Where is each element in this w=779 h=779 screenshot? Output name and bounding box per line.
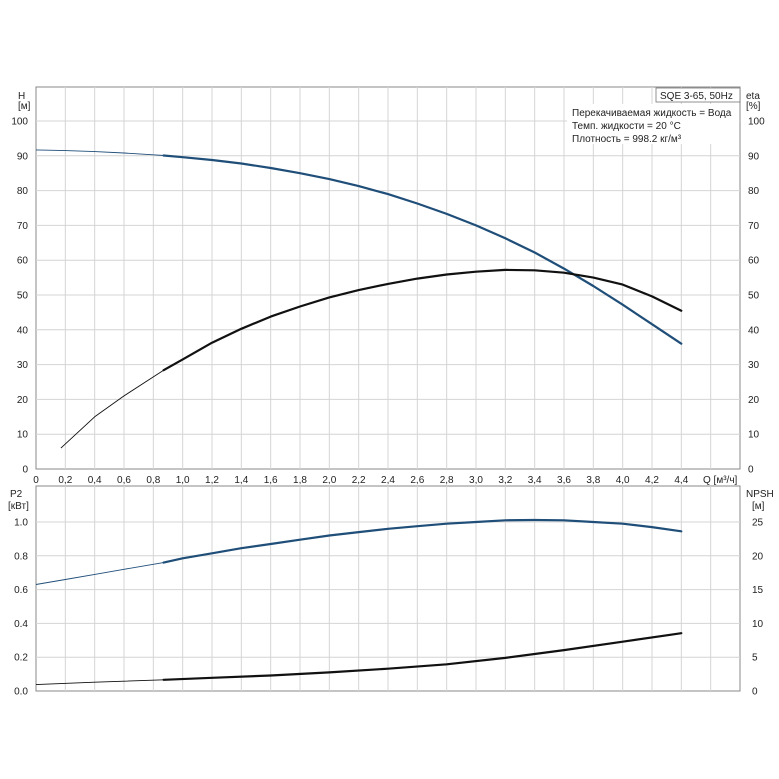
top-right-ytick-label: 50 bbox=[748, 291, 760, 302]
top-left-ylabel-name: H bbox=[18, 91, 25, 102]
top-left-ytick-label: 40 bbox=[17, 325, 29, 336]
x-tick-label: 3,0 bbox=[469, 475, 483, 486]
npsh-curve bbox=[162, 632, 683, 681]
x-tick-label: 1,0 bbox=[176, 475, 190, 486]
x-tick-label: 2,2 bbox=[352, 475, 366, 486]
top-left-ytick-label: 90 bbox=[17, 151, 29, 162]
x-tick-label: 0 bbox=[33, 475, 39, 486]
bottom-right-ytick-label: 5 bbox=[752, 653, 758, 664]
top-left-ytick-label: 0 bbox=[22, 465, 28, 476]
efficiency-curve-thin bbox=[60, 369, 164, 449]
top-right-ytick-label: 100 bbox=[748, 117, 765, 128]
top-left-ytick-label: 80 bbox=[17, 186, 29, 197]
bottom-right-ytick-label: 15 bbox=[752, 585, 764, 596]
top-right-ytick-label: 10 bbox=[748, 430, 760, 441]
x-tick-label: 4,0 bbox=[616, 475, 630, 486]
x-tick-label: 0,2 bbox=[58, 475, 72, 486]
bottom-right-ytick-label: 10 bbox=[752, 619, 764, 630]
head-curve bbox=[162, 154, 683, 345]
top-left-ytick-label: 20 bbox=[17, 395, 29, 406]
bottom-right-ytick-label: 20 bbox=[752, 551, 764, 562]
x-tick-label: 0,6 bbox=[117, 475, 131, 486]
legend-density: Плотность = 998.2 кг/м³ bbox=[572, 134, 682, 145]
x-tick-label: 3,4 bbox=[528, 475, 542, 486]
bottom-plot-grid: 0.0 0.2 0.4 0.6 0.8 1.0 0 5 10 15 20 25 bbox=[14, 485, 764, 698]
top-right-ytick-label: 80 bbox=[748, 186, 760, 197]
x-tick-label: 2,0 bbox=[322, 475, 336, 486]
npsh-curve-thin bbox=[35, 679, 164, 686]
x-tick-label: 2,8 bbox=[440, 475, 454, 486]
x-tick-label: 1,8 bbox=[293, 475, 307, 486]
bottom-left-ylabel-name: P2 bbox=[10, 489, 23, 500]
top-right-ytick-label: 60 bbox=[748, 256, 760, 267]
bottom-left-ytick-label: 0.6 bbox=[14, 585, 28, 596]
bottom-left-ytick-label: 1.0 bbox=[14, 518, 28, 529]
efficiency-curve bbox=[162, 268, 683, 372]
bottom-left-ytick-label: 0.0 bbox=[14, 687, 28, 698]
power-p2-curve-thin bbox=[35, 562, 164, 585]
x-tick-label: 0,8 bbox=[146, 475, 160, 486]
x-tick-label: 3,6 bbox=[557, 475, 571, 486]
power-p2-curve bbox=[162, 518, 683, 564]
bottom-left-ytick-label: 0.2 bbox=[14, 653, 28, 664]
x-axis-label: Q [м³/ч] bbox=[703, 475, 738, 486]
top-right-ytick-label: 30 bbox=[748, 360, 760, 371]
x-tick-label: 1,6 bbox=[264, 475, 278, 486]
bottom-left-ylabel-unit: [кВт] bbox=[8, 501, 29, 512]
top-left-ylabel-unit: [м] bbox=[18, 101, 31, 112]
legend-title-frame bbox=[655, 87, 741, 103]
bottom-right-ylabel-name: NPSH bbox=[746, 489, 774, 500]
x-tick-label: 0,4 bbox=[88, 475, 102, 486]
top-right-ylabel-unit: [%] bbox=[746, 101, 761, 112]
top-right-ytick-label: 90 bbox=[748, 151, 760, 162]
bottom-right-ytick-label: 0 bbox=[752, 687, 758, 698]
top-right-ytick-label: 40 bbox=[748, 325, 760, 336]
top-right-ytick-label: 0 bbox=[748, 465, 754, 476]
x-tick-label: 4,2 bbox=[645, 475, 659, 486]
legend-temperature: Темп. жидкости = 20 °C bbox=[572, 121, 681, 132]
axis-labels: H [м] eta [%] Q [м³/ч] P2 [кВт] NPSH [м] bbox=[8, 91, 774, 512]
top-left-ytick-label: 30 bbox=[17, 360, 29, 371]
x-tick-label: 3,8 bbox=[586, 475, 600, 486]
head-curve-thin bbox=[35, 149, 164, 156]
bottom-right-ytick-label: 25 bbox=[752, 518, 764, 529]
bottom-left-ytick-label: 0.4 bbox=[14, 619, 28, 630]
top-left-ytick-label: 10 bbox=[17, 430, 29, 441]
top-left-ytick-label: 60 bbox=[17, 256, 29, 267]
bottom-left-ytick-label: 0.8 bbox=[14, 551, 28, 562]
bottom-right-ylabel-unit: [м] bbox=[752, 501, 765, 512]
x-tick-label: 3,2 bbox=[498, 475, 512, 486]
x-tick-label: 2,4 bbox=[381, 475, 395, 486]
top-right-ytick-label: 20 bbox=[748, 395, 760, 406]
top-right-ylabel-name: eta bbox=[746, 91, 760, 102]
legend-liquid: Перекачиваемая жидкость = Вода bbox=[572, 108, 732, 119]
top-left-ytick-label: 70 bbox=[17, 221, 29, 232]
legend-title: SQE 3-65, 50Hz bbox=[660, 91, 733, 102]
top-plot-series bbox=[35, 149, 683, 449]
top-right-ytick-label: 70 bbox=[748, 221, 760, 232]
legend-box: SQE 3-65, 50Hz Перекачиваемая жидкость =… bbox=[567, 87, 741, 145]
x-tick-label: 2,6 bbox=[410, 475, 424, 486]
top-left-ytick-label: 100 bbox=[11, 117, 28, 128]
x-tick-label: 4,4 bbox=[674, 475, 688, 486]
bottom-plot-series bbox=[35, 518, 683, 686]
legend-text-backdrop bbox=[567, 104, 739, 144]
x-tick-label: 1,4 bbox=[234, 475, 248, 486]
x-tick-label: 1,2 bbox=[205, 475, 219, 486]
top-left-ytick-label: 50 bbox=[17, 291, 29, 302]
